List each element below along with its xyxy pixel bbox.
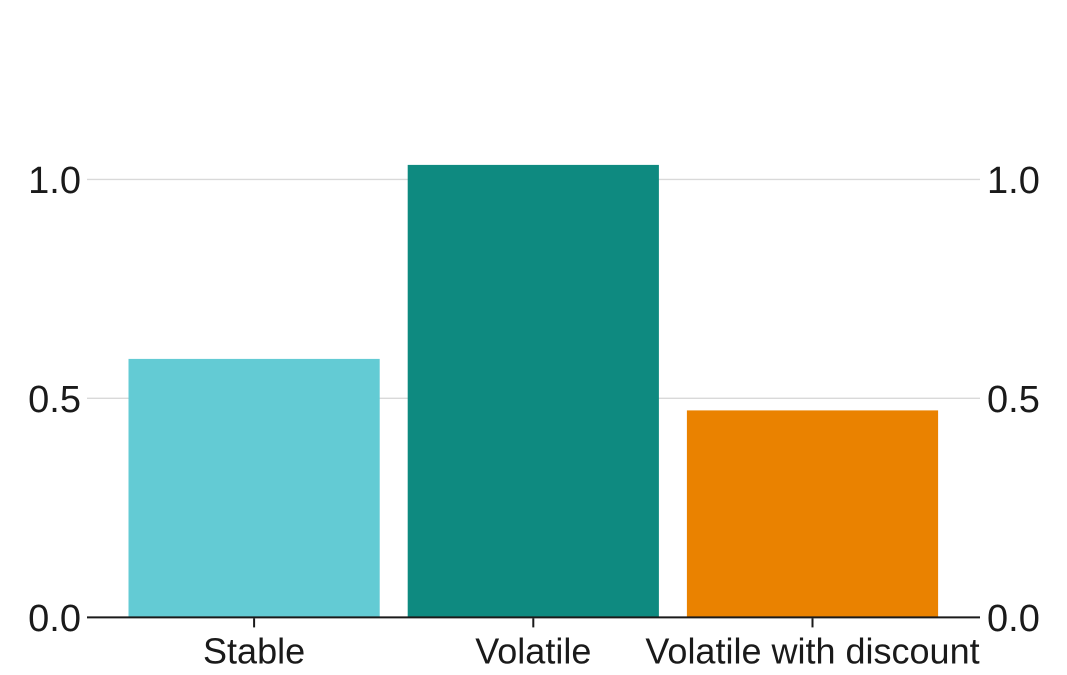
svg-text:Volatile with discount: Volatile with discount [645,631,979,672]
svg-text:0.0: 0.0 [28,598,81,640]
svg-text:1.0: 1.0 [987,160,1040,202]
svg-text:Volatile: Volatile [475,631,591,672]
svg-text:1.0: 1.0 [28,160,81,202]
svg-text:0.5: 0.5 [987,379,1040,421]
svg-text:Stable: Stable [203,631,305,672]
svg-text:0.5: 0.5 [28,379,81,421]
svg-text:0.0: 0.0 [987,598,1040,640]
